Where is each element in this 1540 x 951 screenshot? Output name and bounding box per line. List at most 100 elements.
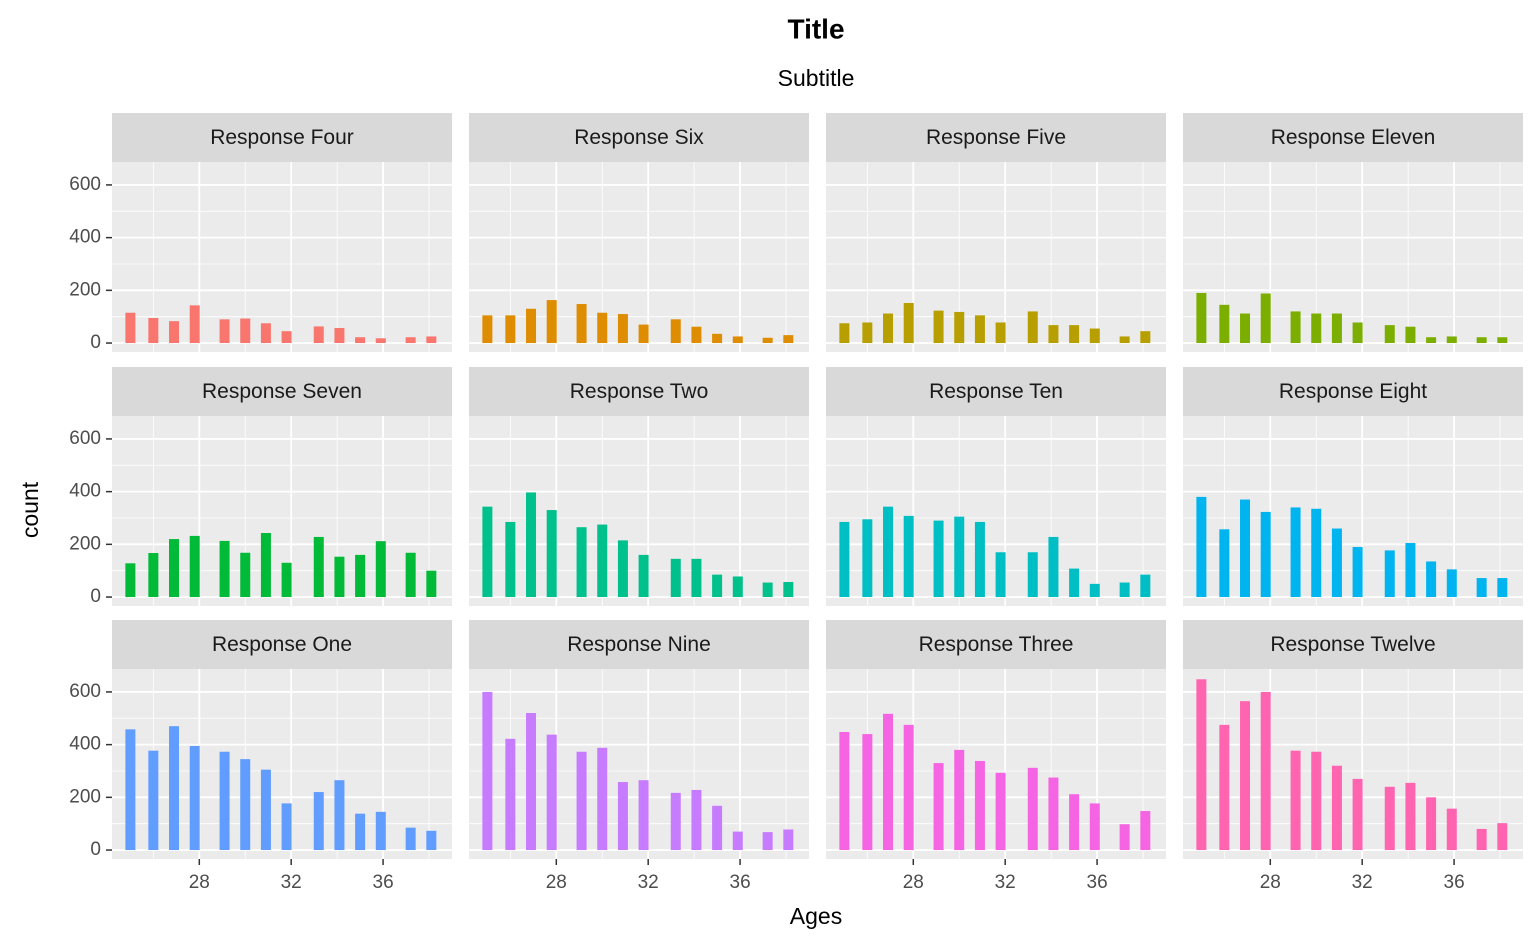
bar [505,315,516,344]
x-tick-label: 36 [730,872,751,893]
bar [903,302,914,344]
strip-label: Response Four [210,126,354,149]
bar [1476,828,1487,851]
bar [526,308,537,344]
bar [1352,778,1363,851]
panel-background [112,162,452,352]
bar [1069,794,1080,851]
bar [1240,313,1251,344]
x-tick-label: 28 [903,872,924,893]
x-tick-label: 32 [638,872,659,893]
bar [334,780,345,851]
bar [546,734,557,851]
bar [933,520,944,598]
bar [240,318,251,344]
bar [995,772,1006,851]
bar [762,832,773,851]
bar [148,318,159,344]
bar [670,319,681,344]
bar [125,312,136,344]
y-tick-label: 200 [69,786,101,807]
bar [1476,578,1487,598]
bar [638,780,649,851]
y-axis-label: count [17,481,43,538]
bar [712,333,723,344]
x-tick-label: 28 [1260,872,1281,893]
y-tick-label: 400 [69,481,101,502]
bar [1311,751,1322,851]
bar [974,760,985,851]
bar [219,751,230,851]
strip-background [1183,113,1523,162]
bar [426,830,437,851]
bar [1497,823,1508,851]
bar [260,533,271,598]
bar [405,337,416,344]
bar [995,552,1006,598]
y-tick-label: 200 [69,279,101,300]
bar [1426,797,1437,851]
bar [691,558,702,598]
bar [313,536,324,598]
bar [732,831,743,851]
bar [260,323,271,344]
bar [1331,313,1342,344]
bar [375,338,386,344]
bar [862,519,873,598]
bar [1048,325,1059,344]
strip-background [826,113,1166,162]
x-tick-label: 32 [1352,872,1373,893]
bar [670,558,681,598]
x-tick-label: 28 [189,872,210,893]
bar [1384,550,1395,598]
strip-label: Response Six [574,126,704,149]
bar [670,792,681,851]
y-tick-label: 600 [69,174,101,195]
bar [355,554,366,598]
bar [169,321,180,344]
bar [1219,304,1230,344]
bar [762,582,773,598]
bar [148,553,159,598]
bar [691,789,702,851]
bar [712,574,723,598]
y-tick-label: 0 [90,586,101,607]
strip-background [112,113,452,162]
bar [1446,808,1457,851]
bar [355,337,366,344]
bar [546,300,557,344]
strip-label: Response Seven [202,380,362,403]
bar [482,691,493,851]
bar [1140,331,1151,344]
bar [1290,311,1301,344]
bar [1140,574,1151,598]
bar [189,745,200,851]
y-tick-label: 0 [90,332,101,353]
bar [1089,328,1100,344]
bar [1119,824,1130,851]
strip-label: Response Five [926,126,1066,149]
bar [1405,782,1416,851]
bar [1240,701,1251,851]
bar [974,315,985,344]
bar [1405,543,1416,598]
bar [1384,325,1395,344]
bar [1384,786,1395,851]
strip-label: Response Three [919,633,1074,656]
bar [1027,311,1038,344]
bar [260,769,271,851]
bar [1196,292,1207,344]
bar [313,792,324,851]
bar [1352,322,1363,344]
bar [189,535,200,598]
bar [240,759,251,851]
bar [505,521,516,598]
bar [597,747,608,851]
strip-background [826,367,1166,416]
bar [125,563,136,598]
bar [954,311,965,344]
bar [482,506,493,598]
panel-background [826,162,1166,352]
bar [240,552,251,598]
